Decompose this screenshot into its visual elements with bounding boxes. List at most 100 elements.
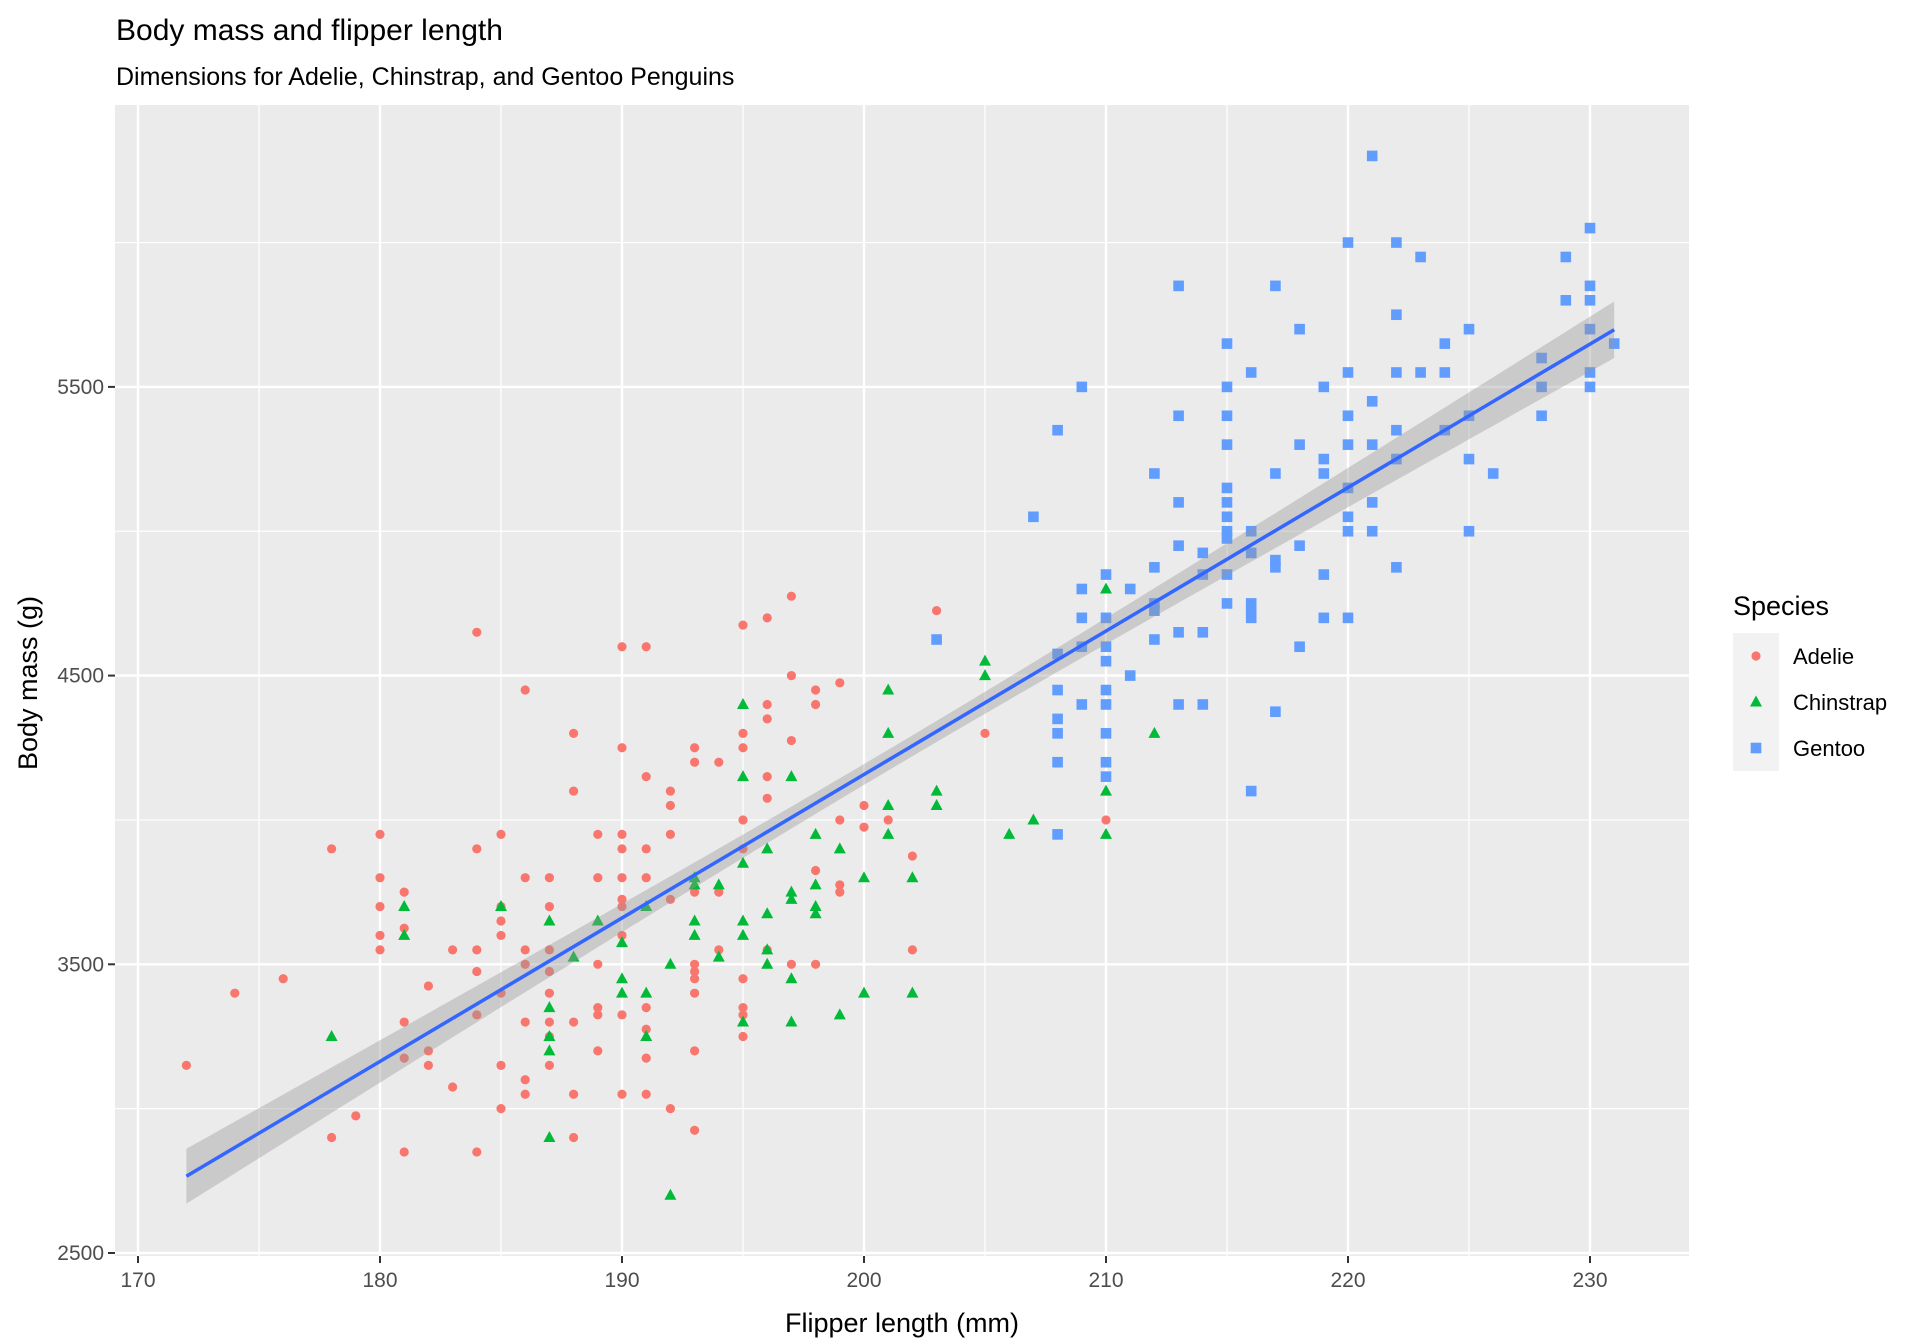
x-tick-label: 210 xyxy=(1088,1269,1123,1292)
point-adelie xyxy=(569,1089,579,1099)
x-tick-label: 230 xyxy=(1572,1269,1607,1292)
legend-key-chinstrap xyxy=(1750,695,1762,707)
point-adelie xyxy=(544,988,555,998)
point-gentoo xyxy=(1245,547,1257,559)
point-chinstrap xyxy=(906,986,919,998)
point-adelie xyxy=(690,988,700,998)
point-chinstrap xyxy=(543,914,556,926)
point-gentoo xyxy=(1584,323,1596,335)
point-adelie xyxy=(399,1147,409,1157)
point-adelie xyxy=(859,822,869,832)
point-adelie xyxy=(835,880,845,890)
point-gentoo xyxy=(1391,367,1402,378)
point-chinstrap xyxy=(761,907,774,919)
point-gentoo xyxy=(1536,381,1547,393)
y-tick-label: 5500 xyxy=(57,376,104,399)
point-gentoo xyxy=(1245,785,1257,797)
point-adelie xyxy=(690,743,700,753)
point-gentoo xyxy=(1221,569,1233,580)
point-chinstrap xyxy=(1100,582,1112,594)
point-gentoo xyxy=(1100,612,1112,624)
point-adelie xyxy=(617,642,627,652)
point-gentoo xyxy=(1076,699,1088,710)
point-gentoo xyxy=(1294,641,1305,653)
point-adelie xyxy=(738,974,748,984)
point-adelie xyxy=(665,1104,676,1114)
point-adelie xyxy=(665,829,676,839)
point-chinstrap xyxy=(688,928,701,940)
point-adelie xyxy=(932,606,942,616)
x-tick-label: 170 xyxy=(120,1269,155,1292)
point-gentoo xyxy=(1463,323,1475,335)
point-adelie xyxy=(472,945,482,955)
point-adelie xyxy=(472,1010,482,1020)
point-adelie xyxy=(762,699,772,710)
point-gentoo xyxy=(1342,237,1354,248)
point-adelie xyxy=(617,1089,627,1099)
point-chinstrap xyxy=(616,972,628,984)
point-adelie xyxy=(811,699,821,710)
point-gentoo xyxy=(1463,453,1475,465)
point-adelie xyxy=(520,1075,530,1085)
point-gentoo xyxy=(1149,562,1160,573)
point-adelie xyxy=(738,728,748,738)
point-gentoo xyxy=(1245,598,1257,609)
point-chinstrap xyxy=(543,1029,556,1041)
point-adelie xyxy=(641,873,651,883)
point-gentoo xyxy=(1076,583,1088,595)
point-adelie xyxy=(690,1046,700,1056)
point-adelie xyxy=(472,844,482,854)
point-adelie xyxy=(617,873,627,883)
point-gentoo xyxy=(1100,699,1112,710)
point-gentoo xyxy=(1052,424,1063,436)
point-adelie xyxy=(375,901,385,912)
point-chinstrap xyxy=(882,726,895,738)
point-chinstrap xyxy=(325,1029,338,1041)
point-adelie xyxy=(569,1017,579,1027)
point-chinstrap xyxy=(712,878,725,890)
point-adelie xyxy=(593,829,603,839)
point-adelie xyxy=(641,844,651,854)
point-adelie xyxy=(786,735,797,746)
point-gentoo xyxy=(1100,771,1112,782)
legend-label-chinstrap: Chinstrap xyxy=(1793,690,1887,715)
point-chinstrap xyxy=(737,1015,749,1027)
point-chinstrap xyxy=(785,1015,798,1027)
point-gentoo xyxy=(1608,338,1620,349)
point-gentoo xyxy=(1366,525,1378,537)
point-adelie xyxy=(496,829,506,839)
point-adelie xyxy=(472,1147,482,1157)
point-adelie xyxy=(278,974,288,984)
point-chinstrap xyxy=(640,986,653,998)
point-adelie xyxy=(738,1003,748,1013)
point-adelie xyxy=(738,1031,748,1042)
point-gentoo xyxy=(1173,699,1184,710)
point-adelie xyxy=(569,1132,579,1143)
point-adelie xyxy=(786,671,797,681)
point-gentoo xyxy=(1318,569,1330,580)
point-chinstrap xyxy=(543,1001,556,1013)
point-adelie xyxy=(448,1082,458,1092)
axes: 170 180 190 200 210 220 230 2500 3500 4500 5500 xyxy=(57,376,1607,1292)
point-gentoo xyxy=(1221,497,1233,508)
regression-fit xyxy=(185,301,1616,1204)
point-gentoo xyxy=(1270,562,1281,573)
point-chinstrap xyxy=(737,856,749,868)
regression-line xyxy=(185,328,1616,1178)
point-adelie xyxy=(399,1053,409,1063)
point-chinstrap xyxy=(930,784,943,796)
point-chinstrap xyxy=(737,770,749,782)
point-gentoo xyxy=(1391,424,1402,436)
point-gentoo xyxy=(1560,294,1572,306)
point-gentoo xyxy=(1270,468,1281,479)
point-adelie xyxy=(883,815,893,825)
point-adelie xyxy=(980,728,990,738)
point-adelie xyxy=(690,974,700,984)
point-adelie xyxy=(327,844,337,854)
point-gentoo xyxy=(1149,605,1160,616)
point-gentoo xyxy=(1391,309,1402,321)
point-adelie xyxy=(738,815,748,825)
y-tick-label: 4500 xyxy=(57,665,104,688)
point-adelie xyxy=(544,945,555,955)
point-adelie xyxy=(181,1060,191,1070)
